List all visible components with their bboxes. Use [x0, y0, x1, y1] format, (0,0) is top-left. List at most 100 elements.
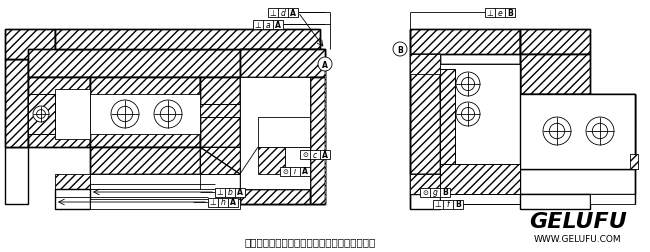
Text: a: a	[266, 20, 270, 29]
Bar	[410, 55, 440, 174]
Bar	[520, 30, 590, 55]
Bar	[258, 147, 285, 174]
Bar	[420, 188, 450, 197]
Bar	[208, 198, 238, 207]
Circle shape	[586, 117, 614, 145]
Bar	[440, 70, 455, 174]
Bar	[200, 78, 240, 147]
Circle shape	[543, 117, 571, 145]
Text: ⊥: ⊥	[255, 20, 261, 29]
Bar	[440, 70, 455, 174]
Bar	[268, 9, 298, 17]
Bar	[55, 30, 320, 50]
Bar	[285, 147, 310, 174]
Text: f: f	[447, 200, 449, 209]
Text: A: A	[290, 9, 296, 17]
Bar	[410, 30, 520, 55]
Bar	[310, 78, 325, 204]
Text: b: b	[227, 188, 233, 197]
Text: c: c	[313, 150, 317, 159]
Bar	[410, 55, 440, 75]
Bar	[55, 174, 90, 204]
Bar	[520, 124, 635, 169]
Circle shape	[161, 107, 176, 122]
Bar	[28, 105, 258, 117]
Bar	[240, 189, 310, 204]
Bar	[90, 147, 200, 174]
Bar	[90, 94, 200, 135]
Bar	[200, 78, 240, 147]
Bar	[520, 194, 590, 209]
Text: ⊙: ⊙	[302, 151, 308, 158]
Circle shape	[318, 58, 332, 72]
Bar	[28, 50, 320, 78]
Circle shape	[393, 43, 407, 57]
Bar	[520, 30, 590, 55]
Bar	[520, 94, 635, 124]
Bar	[90, 174, 200, 189]
Text: h: h	[220, 198, 226, 207]
Bar	[5, 147, 28, 204]
Bar	[5, 60, 28, 147]
Text: A: A	[275, 20, 281, 29]
Bar	[28, 94, 55, 135]
Circle shape	[456, 103, 480, 127]
Circle shape	[36, 110, 46, 119]
Text: e: e	[498, 9, 502, 17]
Bar	[28, 78, 258, 105]
Text: g: g	[432, 188, 437, 197]
Bar	[5, 30, 55, 60]
Bar	[520, 94, 635, 169]
Text: GELUFU: GELUFU	[529, 211, 627, 231]
Bar	[240, 78, 310, 189]
Bar	[240, 50, 325, 78]
Bar	[253, 20, 283, 29]
Bar	[90, 78, 200, 147]
Text: ⊥: ⊥	[210, 198, 216, 207]
Bar	[520, 55, 590, 94]
Bar	[28, 78, 90, 147]
Text: A: A	[322, 150, 328, 159]
Circle shape	[462, 78, 474, 91]
Text: A: A	[302, 167, 308, 176]
Bar	[410, 30, 520, 55]
Bar	[200, 147, 240, 174]
Text: ⊥: ⊥	[270, 9, 276, 17]
Text: B: B	[507, 9, 513, 17]
Bar	[28, 105, 258, 117]
Bar	[433, 200, 463, 209]
Bar	[520, 55, 590, 94]
Bar	[55, 90, 90, 139]
Bar	[520, 169, 635, 194]
Bar	[520, 124, 635, 169]
Bar	[28, 50, 320, 78]
Bar	[55, 30, 320, 50]
Bar	[215, 188, 245, 197]
Bar	[310, 78, 325, 204]
Text: A: A	[237, 188, 243, 197]
Bar	[485, 9, 515, 17]
Bar	[630, 154, 638, 169]
Text: ⊥: ⊥	[435, 200, 441, 209]
Bar	[440, 65, 520, 100]
Bar	[410, 174, 440, 194]
Circle shape	[111, 101, 139, 129]
Bar	[440, 164, 520, 194]
Bar	[440, 65, 520, 174]
Bar	[240, 189, 310, 204]
Circle shape	[33, 107, 49, 122]
Bar	[200, 147, 240, 174]
Text: ⊙: ⊙	[422, 189, 428, 195]
Bar	[55, 189, 90, 209]
Bar	[440, 164, 520, 194]
Bar	[280, 167, 310, 176]
Bar	[440, 194, 520, 204]
Bar	[90, 189, 240, 204]
Text: A: A	[230, 198, 236, 207]
Bar	[240, 50, 325, 78]
Circle shape	[462, 108, 474, 121]
Text: 单级谐波传动组件安装时的位置公差要求示意图: 单级谐波传动组件安装时的位置公差要求示意图	[244, 236, 376, 246]
Circle shape	[592, 124, 608, 139]
Bar	[258, 117, 310, 147]
Bar	[410, 174, 520, 194]
